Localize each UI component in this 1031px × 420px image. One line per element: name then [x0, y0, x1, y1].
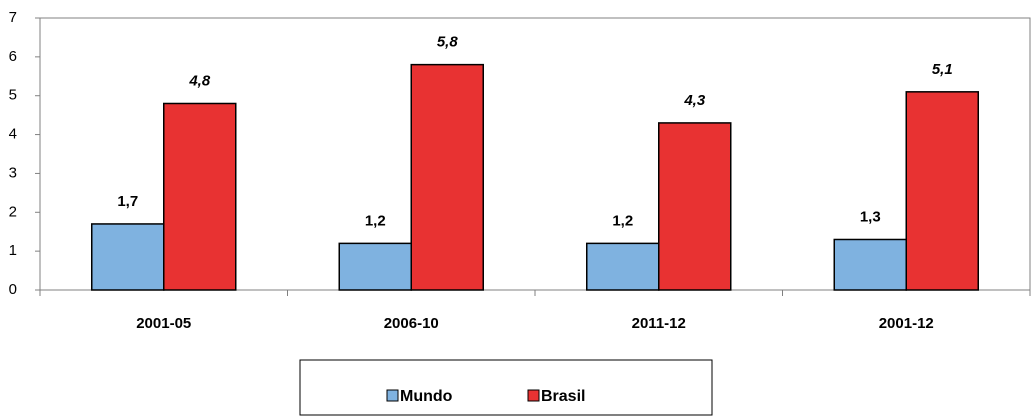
- legend-swatch: [527, 389, 540, 402]
- bar: [91, 223, 165, 291]
- value-label: 4,8: [188, 72, 211, 89]
- value-label: 1,2: [612, 212, 633, 229]
- legend-swatch: [386, 389, 399, 402]
- y-tick-label: 5: [9, 87, 17, 104]
- bar: [586, 242, 660, 291]
- value-label: 4,3: [683, 92, 706, 109]
- y-tick-label: 2: [9, 203, 17, 220]
- x-tick-label: 2011-12: [632, 315, 686, 332]
- bar: [905, 91, 979, 291]
- bar: [338, 242, 412, 291]
- value-label: 1,7: [117, 193, 138, 210]
- y-tick-label: 0: [9, 281, 17, 298]
- y-tick-label: 3: [9, 164, 17, 181]
- bar: [658, 122, 732, 291]
- bar: [163, 102, 237, 291]
- bar: [410, 63, 484, 291]
- x-tick-label: 2006-10: [384, 315, 439, 332]
- value-label: 5,8: [437, 34, 459, 51]
- y-tick-label: 1: [9, 242, 17, 259]
- bar: [833, 238, 907, 291]
- value-label: 1,2: [365, 212, 386, 229]
- value-label: 5,1: [932, 61, 953, 78]
- value-label: 1,3: [860, 208, 881, 225]
- legend-box: [299, 359, 713, 416]
- y-tick-label: 7: [9, 9, 17, 26]
- x-tick-label: 2001-05: [136, 315, 191, 332]
- legend-label: Brasil: [541, 388, 585, 405]
- legend-label: Mundo: [400, 388, 453, 405]
- x-tick-label: 2001-12: [879, 315, 934, 332]
- y-tick-label: 6: [9, 48, 17, 65]
- y-tick-label: 4: [9, 126, 17, 143]
